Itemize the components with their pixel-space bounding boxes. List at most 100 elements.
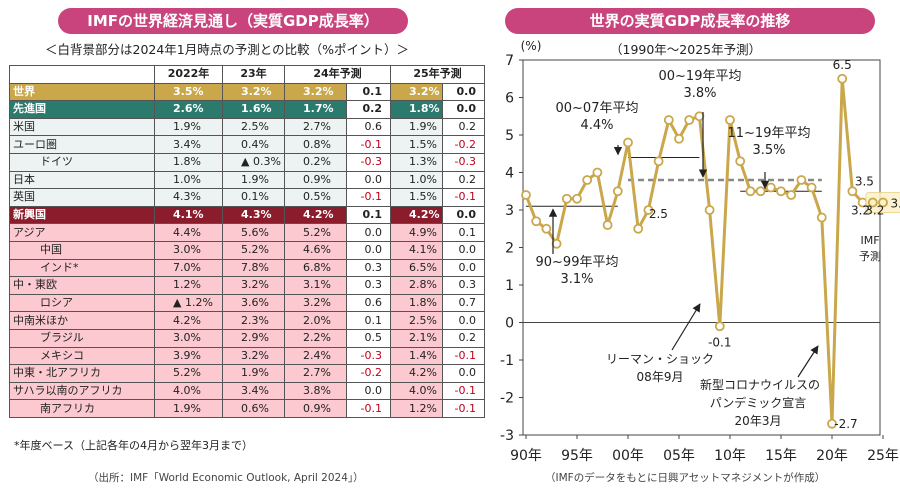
x-tick-label: 10年 bbox=[714, 448, 746, 464]
row-label: サハラ以南のアフリカ bbox=[9, 381, 155, 401]
growth-cell: 3.4% bbox=[154, 135, 223, 154]
data-point bbox=[714, 321, 725, 332]
point-change-cell: 0.1 bbox=[346, 82, 391, 102]
plot-frame bbox=[522, 59, 881, 436]
growth-cell: 0.6% bbox=[222, 399, 285, 418]
growth-cell: 2.5% bbox=[390, 311, 443, 330]
data-point bbox=[623, 137, 633, 148]
point-change-cell: 0.7 bbox=[442, 293, 485, 313]
growth-cell: 0.1% bbox=[222, 188, 285, 207]
data-point bbox=[643, 205, 654, 215]
growth-cell: 1.2% bbox=[154, 276, 223, 295]
x-tick-label: 25年 bbox=[867, 448, 899, 464]
table-row: ドイツ 1.8% ▲ 0.3% 0.2% -0.3 1.3% -0.3 bbox=[9, 152, 485, 172]
data-point bbox=[684, 115, 695, 125]
data-label: -2.7 bbox=[834, 417, 857, 431]
point-change-cell: 0.1 bbox=[346, 205, 391, 225]
lehman-annotation: リーマン・ショック bbox=[606, 352, 714, 366]
point-change-cell: 0.3 bbox=[442, 276, 485, 295]
pandemic-annotation: 新型コロナウイルスの bbox=[700, 377, 820, 392]
row-label: 中国 bbox=[9, 240, 155, 260]
growth-cell: 4.6% bbox=[284, 240, 347, 260]
point-change-cell: 0.0 bbox=[442, 205, 485, 225]
y-tick-label: -3 bbox=[500, 428, 514, 444]
data-point bbox=[531, 216, 542, 227]
growth-cell: 4.9% bbox=[390, 223, 443, 242]
table-row: 中南米ほか 4.2% 2.3% 2.0% 0.1 2.5% 0.0 bbox=[9, 311, 485, 330]
row-label: ブラジル bbox=[9, 328, 155, 348]
y-tick-label: 4 bbox=[505, 166, 514, 182]
growth-cell: 4.3% bbox=[154, 188, 223, 207]
growth-cell: 1.4% bbox=[390, 346, 443, 366]
data-label: 3.5 bbox=[855, 174, 874, 188]
data-point bbox=[521, 190, 531, 200]
growth-cell: 1.5% bbox=[390, 188, 443, 207]
y-tick-label: -1 bbox=[500, 353, 514, 369]
table-row: 先進国 2.6% 1.6% 1.7% 0.2 1.8% 0.0 bbox=[9, 100, 485, 119]
row-label: 世界 bbox=[9, 82, 155, 102]
data-point bbox=[765, 182, 776, 193]
y-axis-unit: (%) bbox=[521, 39, 542, 53]
data-point bbox=[806, 182, 817, 193]
row-label: 先進国 bbox=[9, 100, 155, 119]
y-tick-label: 6 bbox=[505, 91, 514, 107]
growth-cell: 1.7% bbox=[284, 100, 347, 119]
growth-cell: 1.8% bbox=[390, 293, 443, 313]
y-tick-label: 7 bbox=[505, 53, 514, 69]
y-tick-label: 0 bbox=[505, 316, 514, 332]
chart-subtitle: （1990年～2025年予測） bbox=[610, 42, 762, 57]
growth-cell: 2.2% bbox=[284, 328, 347, 348]
growth-cell: 4.2% bbox=[390, 364, 443, 383]
growth-cell: 0.4% bbox=[222, 135, 285, 154]
growth-cell: 3.2% bbox=[284, 293, 347, 313]
table-row: ブラジル 3.0% 2.9% 2.2% 0.5 2.1% 0.2 bbox=[9, 328, 485, 348]
table-header-row: 2022年 23年 24年予測 25年予測 bbox=[9, 65, 485, 84]
growth-cell: 2.3% bbox=[222, 311, 285, 330]
growth-cell: 2.7% bbox=[284, 364, 347, 383]
forecast-point bbox=[867, 197, 878, 208]
point-change-cell: 0.5 bbox=[346, 328, 391, 348]
data-point bbox=[735, 156, 746, 167]
row-label: 中・東欧 bbox=[9, 276, 155, 295]
data-point bbox=[725, 115, 735, 125]
growth-cell: 4.2% bbox=[390, 205, 443, 225]
row-label: 新興国 bbox=[9, 205, 155, 225]
growth-cell: 4.4% bbox=[154, 223, 223, 242]
point-change-cell: -0.3 bbox=[346, 152, 391, 172]
growth-cell: 1.9% bbox=[222, 364, 285, 383]
row-label: ユーロ圏 bbox=[9, 135, 155, 154]
data-point bbox=[663, 115, 674, 125]
table-row: 米国 1.9% 2.5% 2.7% 0.6 1.9% 0.2 bbox=[9, 117, 485, 137]
growth-cell: 2.9% bbox=[222, 328, 285, 348]
growth-cell: 2.8% bbox=[390, 276, 443, 295]
growth-cell: 5.6% bbox=[222, 223, 285, 242]
point-change-cell: -0.3 bbox=[442, 152, 485, 172]
growth-cell: 7.0% bbox=[154, 258, 223, 278]
growth-cell: 3.9% bbox=[154, 346, 223, 366]
point-change-cell: 0.0 bbox=[346, 240, 391, 260]
point-change-cell: -0.2 bbox=[346, 364, 391, 383]
x-tick-label: 15年 bbox=[765, 448, 797, 464]
gdp-outlook-table: 2022年 23年 24年予測 25年予測 世界 3.5% 3.2% 3.2% 0.1 3… bbox=[9, 65, 485, 418]
point-change-cell: 0.6 bbox=[346, 293, 391, 313]
x-tick-label: 20年 bbox=[816, 448, 848, 464]
growth-cell: 3.1% bbox=[284, 276, 347, 295]
growth-cell: 5.2% bbox=[222, 240, 285, 260]
row-label: 米国 bbox=[9, 117, 155, 137]
average-value-label: 4.4% bbox=[580, 118, 613, 133]
growth-cell: 4.0% bbox=[154, 381, 223, 401]
data-point bbox=[551, 238, 562, 249]
y-tick-label: 2 bbox=[505, 241, 514, 257]
table-row: メキシコ 3.9% 3.2% 2.4% -0.3 1.4% -0.1 bbox=[9, 346, 485, 366]
lehman-date: 08年9月 bbox=[637, 370, 684, 384]
point-change-cell: -0.1 bbox=[442, 381, 485, 401]
growth-cell: 7.8% bbox=[222, 258, 285, 278]
table-source: （出所：IMF「World Economic Outlook, April 20… bbox=[88, 472, 364, 484]
table-footnote: *年度ベース（上記各年の4月から翌年3月まで） bbox=[14, 439, 253, 452]
growth-cell: 0.9% bbox=[284, 399, 347, 418]
row-label: インド* bbox=[9, 258, 155, 278]
point-change-cell: 0.3 bbox=[346, 258, 391, 278]
point-change-cell: 0.0 bbox=[346, 170, 391, 190]
growth-cell: 0.9% bbox=[284, 170, 347, 190]
row-label: 南アフリカ bbox=[9, 399, 155, 418]
